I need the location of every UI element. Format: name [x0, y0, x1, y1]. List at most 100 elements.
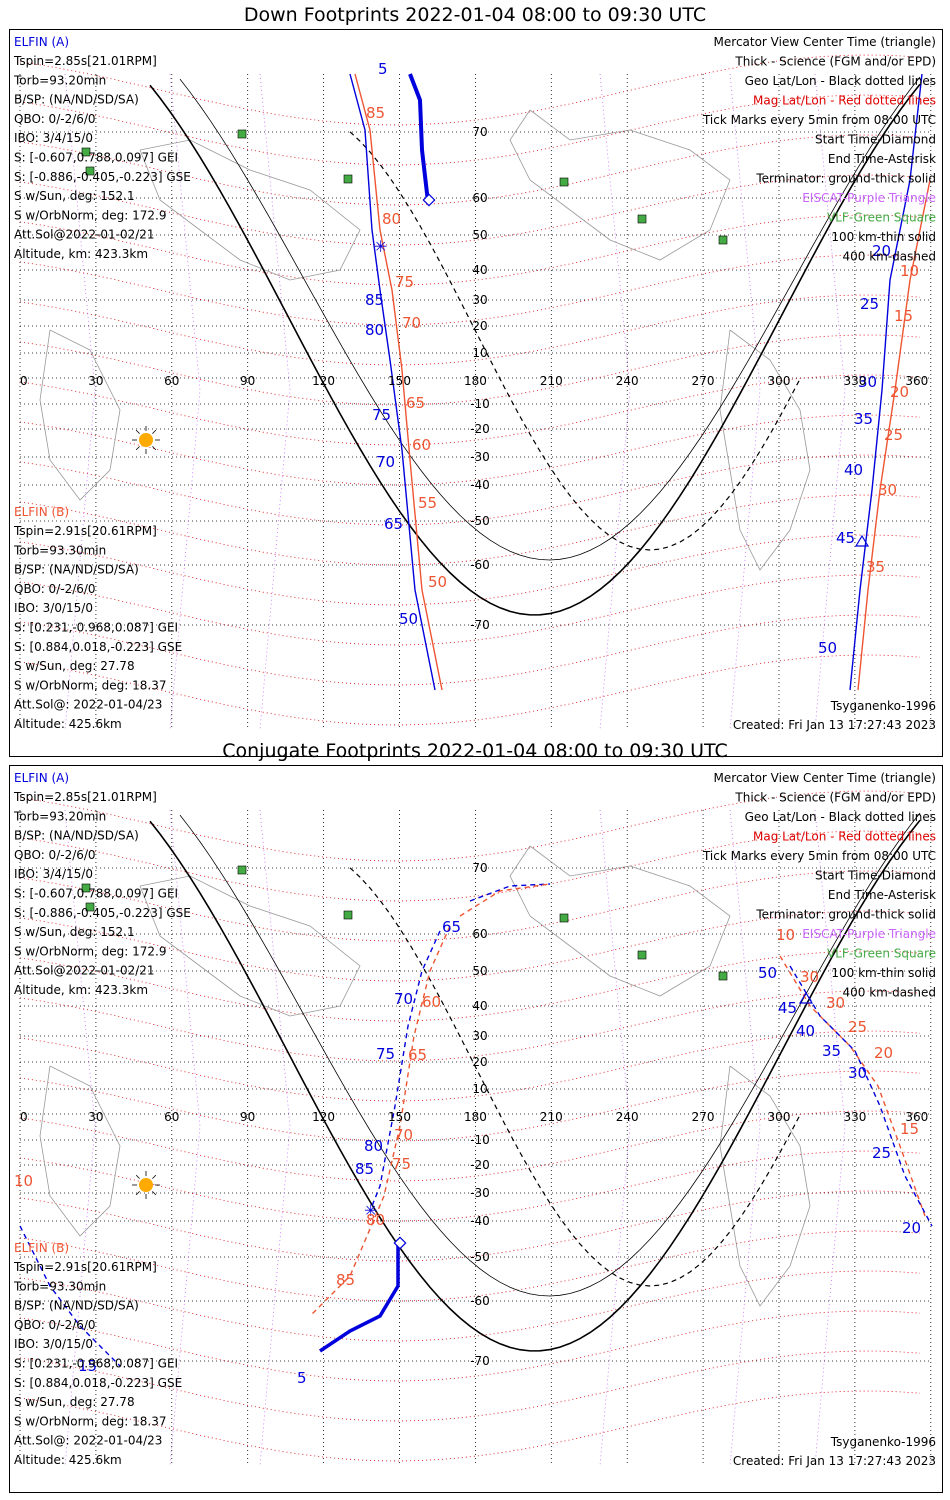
latitude-label: 40: [472, 999, 487, 1013]
elfin-a-tick-label: 80: [364, 1137, 383, 1155]
longitude-label: 60: [164, 374, 179, 388]
continent-outline: [719, 329, 811, 571]
mag-lat-curve: [19, 1030, 921, 1102]
latitude-label: -10: [470, 397, 490, 411]
elfin-a-right-tick: 20: [902, 1219, 921, 1237]
vlf-station-square: [637, 950, 647, 960]
mag-lat-curve: [19, 94, 921, 166]
mag-lon-curve: [599, 809, 631, 1467]
mag-lon-curve: [729, 809, 761, 1467]
elfin-b-info-line: S w/Sun, deg: 27.78: [14, 1395, 135, 1409]
mag-lat-curve: [19, 574, 921, 646]
elfin-a-track: [369, 930, 441, 1212]
mag-lat-curve: [19, 830, 921, 902]
elfin-b-right-tick: 25: [848, 1018, 867, 1036]
latitude-label: -20: [470, 1158, 490, 1172]
elfin-a-science-track: [408, 73, 430, 203]
start-diamond: [422, 193, 436, 207]
elfin-b-info-line: Att.Sol@: 2022-01-04/23: [14, 1434, 162, 1448]
terminator-400km-line: [349, 867, 801, 1287]
elfin-b-info-line: IBO: 3/0/15/0: [14, 601, 93, 615]
continent-outline: [509, 845, 731, 997]
vlf-station-square: [237, 129, 247, 139]
vlf-station-square: [718, 971, 728, 981]
longitude-label: 30: [88, 1110, 103, 1124]
sun-ray: [135, 446, 140, 451]
created-timestamp: Created: Fri Jan 13 17:27:43 2023: [733, 718, 936, 732]
mag-lon-curve: [64, 809, 96, 1467]
mag-lat-curve: [19, 1350, 921, 1422]
elfin-b-track: [354, 73, 443, 691]
elfin-b-info-line: Tspin=2.91s[20.61RPM]: [13, 1260, 157, 1274]
elfin-a-tick-label: 65: [442, 918, 461, 936]
mag-lat-curve: [19, 374, 921, 446]
sun-ray: [135, 1174, 140, 1179]
elfin-a-track: [349, 73, 436, 691]
down-footprints-map: ✳ 5 85 80 75 70 65 50 85 80 75 70 65 60 55 50 20 25 30 35 40…: [13, 35, 936, 732]
legend-line: Mercator View Center Time (triangle): [714, 35, 936, 49]
elfin-b-info-line: B/SP: (NA/ND/SD/SA): [14, 1299, 139, 1313]
start-diamond: [393, 1236, 407, 1250]
latitude-label: -20: [470, 422, 490, 436]
mag-lat-curve: [19, 494, 921, 566]
mag-lat-curve: [19, 1110, 921, 1182]
longitude-label: 330: [843, 374, 866, 388]
terminator-ground-line: [149, 819, 921, 1352]
end-asterisk: ✳: [364, 1201, 377, 1220]
sun-ray: [152, 429, 157, 434]
vlf-station-square: [81, 883, 91, 893]
elfin-b-right-tick: 30: [800, 968, 819, 986]
latitude-label: 10: [472, 346, 487, 360]
latitude-label: 70: [472, 125, 487, 139]
longitude-label: 300: [768, 1110, 791, 1124]
mag-lat-curve: [19, 1150, 921, 1222]
mag-lon-curve: [259, 73, 291, 731]
elfin-b-tick-label: 80: [366, 1211, 385, 1229]
elfin-a-info-line: IBO: 3/4/15/0: [14, 131, 93, 145]
down-footprints-panel: ✳ 5 85 80 75 70 65 50 85 80 75 70 65 60 55 50 20 25 30 35 40…: [9, 29, 943, 757]
elfin-b-tick-label: 60: [422, 993, 441, 1011]
vlf-station-square: [718, 235, 728, 245]
legend-line: VLF-Green Square: [827, 947, 936, 961]
elfin-a-info-line: Att.Sol@2022-01-02/21: [14, 964, 155, 978]
mag-lat-curve: [19, 454, 921, 526]
legend-line: Geo Lat/Lon - Black dotted lines: [745, 74, 936, 88]
elfin-a-right-tick: 40: [796, 1022, 815, 1040]
longitude-label: 270: [692, 374, 715, 388]
terminator-ground-line: [149, 83, 921, 616]
mag-lat-curve: [19, 614, 921, 686]
down-footprints-title: Down Footprints 2022-01-04 08:00 to 09:3…: [243, 4, 707, 26]
longitude-label: 360: [905, 1110, 928, 1124]
mag-lat-curve: [19, 910, 921, 982]
longitude-label: 120: [312, 1110, 335, 1124]
elfin-a-right-tick: 35: [854, 410, 873, 428]
longitude-label: 180: [464, 1110, 487, 1124]
mag-lon-curve: [814, 73, 846, 731]
elfin-b-tick-label: 70: [394, 1126, 413, 1144]
sun-ray: [135, 429, 140, 434]
legend-line: Start Time-Diamond: [815, 869, 936, 883]
elfin-b-info-line: Torb=93.30min: [13, 543, 106, 557]
mag-lon-curve: [814, 809, 846, 1467]
longitude-label: 210: [540, 374, 563, 388]
vlf-station-square: [559, 913, 569, 923]
elfin-a-info-line: S w/OrbNorm, deg: 172.9: [14, 208, 166, 222]
elfin-b-right-tick: 35: [866, 558, 885, 576]
mag-lat-curve: [19, 534, 921, 606]
elfin-b-right-track: [857, 179, 931, 691]
elfin-b-right-tick: 20: [874, 1044, 893, 1062]
sun-icon: [139, 1178, 153, 1192]
legend-line: 100 km-thin solid: [831, 230, 936, 244]
latitude-label: 60: [472, 927, 487, 941]
elfin-b-right-tick: 10: [776, 926, 795, 944]
elfin-b-header: ELFIN (B): [14, 1241, 69, 1255]
longitude-label: 150: [388, 374, 411, 388]
longitude-label: 210: [540, 1110, 563, 1124]
continent-outline: [39, 1065, 121, 1237]
legend-line: Tick Marks every 5min from 08:00 UTC: [702, 849, 936, 863]
elfin-b-info-line: S: [0.231,-0.968,0.087] GEI: [14, 621, 178, 635]
legend-line: EISCAT-Purple Triangle: [802, 927, 936, 941]
latitude-label: 50: [472, 964, 487, 978]
elfin-b-info-line: IBO: 3/0/15/0: [14, 1337, 93, 1351]
elfin-a-tick-label: 5: [378, 60, 388, 78]
